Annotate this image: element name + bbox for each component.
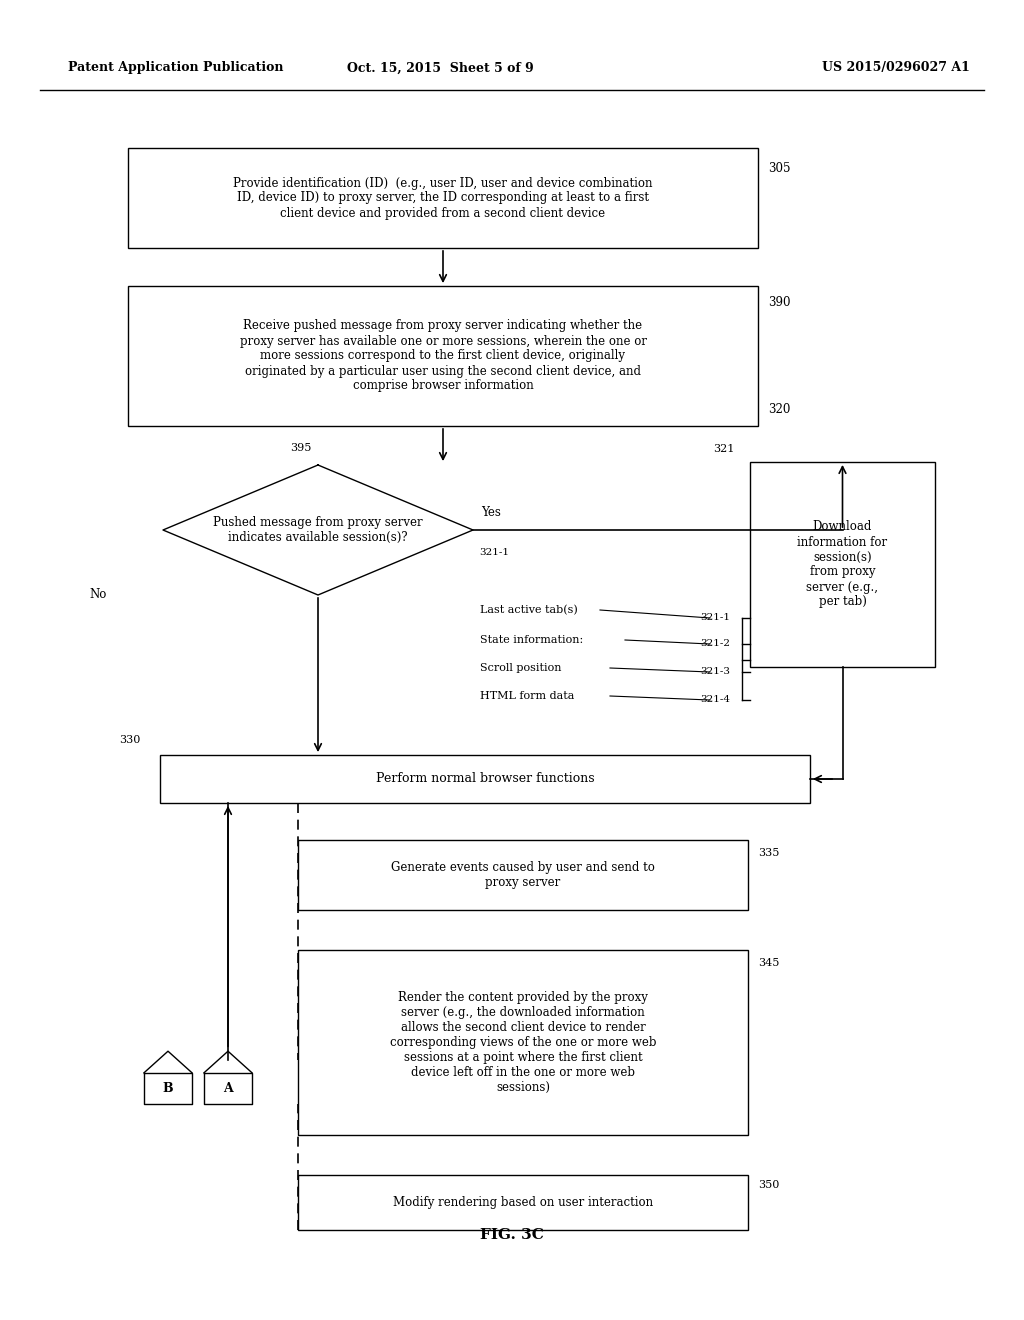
Text: 390: 390 bbox=[768, 296, 791, 309]
Bar bbox=[298, 840, 748, 909]
Text: Provide identification (ID)  (e.g., user ID, user and device combination
ID, dev: Provide identification (ID) (e.g., user … bbox=[233, 177, 652, 219]
Text: Generate events caused by user and send to
proxy server: Generate events caused by user and send … bbox=[391, 861, 655, 888]
Text: Pushed message from proxy server
indicates available session(s)?: Pushed message from proxy server indicat… bbox=[213, 516, 423, 544]
Text: Oct. 15, 2015  Sheet 5 of 9: Oct. 15, 2015 Sheet 5 of 9 bbox=[347, 62, 534, 74]
Bar bbox=[160, 755, 810, 803]
Text: 345: 345 bbox=[758, 958, 779, 968]
Text: 321-1: 321-1 bbox=[479, 548, 509, 557]
Text: Last active tab(s): Last active tab(s) bbox=[480, 605, 578, 615]
Text: HTML form data: HTML form data bbox=[480, 690, 574, 701]
Text: 321-4: 321-4 bbox=[700, 696, 730, 705]
Text: 321-2: 321-2 bbox=[700, 639, 730, 648]
Text: 350: 350 bbox=[758, 1180, 779, 1191]
Bar bbox=[128, 286, 758, 426]
Text: 395: 395 bbox=[290, 444, 311, 453]
Text: Receive pushed message from proxy server indicating whether the
proxy server has: Receive pushed message from proxy server… bbox=[240, 319, 646, 392]
Text: Download
information for
session(s)
from proxy
server (e.g.,
per tab): Download information for session(s) from… bbox=[798, 520, 888, 609]
Text: A: A bbox=[223, 1082, 232, 1094]
Text: 320: 320 bbox=[768, 403, 791, 416]
Bar bbox=[298, 1175, 748, 1230]
Text: 330: 330 bbox=[119, 735, 140, 744]
Text: Yes: Yes bbox=[481, 506, 501, 519]
Text: Perform normal browser functions: Perform normal browser functions bbox=[376, 772, 594, 785]
Text: No: No bbox=[89, 589, 106, 602]
Text: Scroll position: Scroll position bbox=[480, 663, 561, 673]
Text: US 2015/0296027 A1: US 2015/0296027 A1 bbox=[822, 62, 970, 74]
Text: 305: 305 bbox=[768, 162, 791, 176]
Bar bbox=[128, 148, 758, 248]
Text: FIG. 3C: FIG. 3C bbox=[480, 1228, 544, 1242]
Text: State information:: State information: bbox=[480, 635, 584, 645]
Text: 321-3: 321-3 bbox=[700, 668, 730, 676]
Text: 335: 335 bbox=[758, 847, 779, 858]
Bar bbox=[298, 950, 748, 1135]
Text: Patent Application Publication: Patent Application Publication bbox=[68, 62, 284, 74]
Text: B: B bbox=[163, 1082, 173, 1094]
Text: Render the content provided by the proxy
server (e.g., the downloaded informatio: Render the content provided by the proxy… bbox=[390, 991, 656, 1094]
Text: 321: 321 bbox=[714, 444, 735, 454]
Bar bbox=[750, 462, 935, 667]
Text: Modify rendering based on user interaction: Modify rendering based on user interacti… bbox=[393, 1196, 653, 1209]
Text: 321-1: 321-1 bbox=[700, 614, 730, 623]
